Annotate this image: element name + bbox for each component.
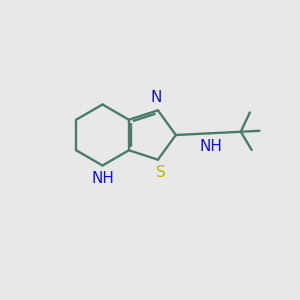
Text: NH: NH [91,171,114,186]
Text: NH: NH [200,139,222,154]
Text: S: S [156,165,166,180]
Text: N: N [151,90,162,105]
